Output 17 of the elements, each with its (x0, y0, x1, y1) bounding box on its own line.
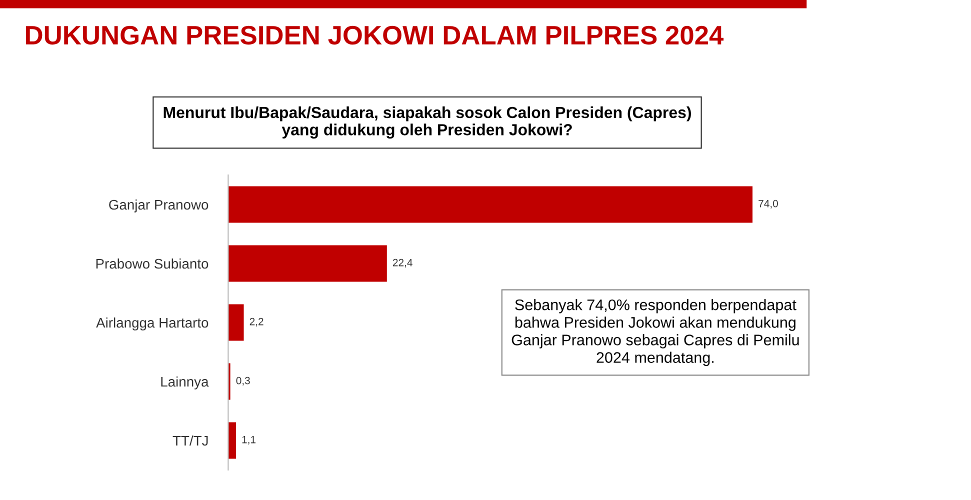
data-label: 22,4 (392, 258, 412, 268)
bar (228, 245, 387, 282)
y-tick-label: Airlangga Hartarto (96, 317, 208, 330)
data-label: 0,3 (236, 376, 250, 386)
annotation: Sebanyak 74,0% responden berpendapat bahwa Presiden Jokowi akan mendukung Ganjar Pranowo sebagai Capres di Pemilu 2024 mendatang. (512, 299, 799, 366)
chart-title: DUKUNGAN PRESIDEN JOKOWI DALAM PILPRES 2024 (26, 26, 724, 45)
bar (228, 422, 236, 459)
y-tick-label: TT/TJ (172, 435, 208, 446)
data-label: 74,0 (758, 200, 778, 209)
y-tick-label: Ganjar Pranowo (109, 199, 208, 212)
y-tick-label: Lainnya (161, 376, 209, 390)
chart-subtitle: Menurut Ibu/Bapak/Saudara, siapakah sosok Calon Presiden (Capres) yang didukung oleh Presiden Jokowi? (164, 106, 691, 139)
data-label: 2,2 (250, 318, 264, 327)
bar (228, 304, 244, 341)
y-tick-label: Prabowo Subianto (96, 258, 208, 269)
data-label: 1,1 (242, 436, 256, 445)
bar (228, 186, 753, 223)
